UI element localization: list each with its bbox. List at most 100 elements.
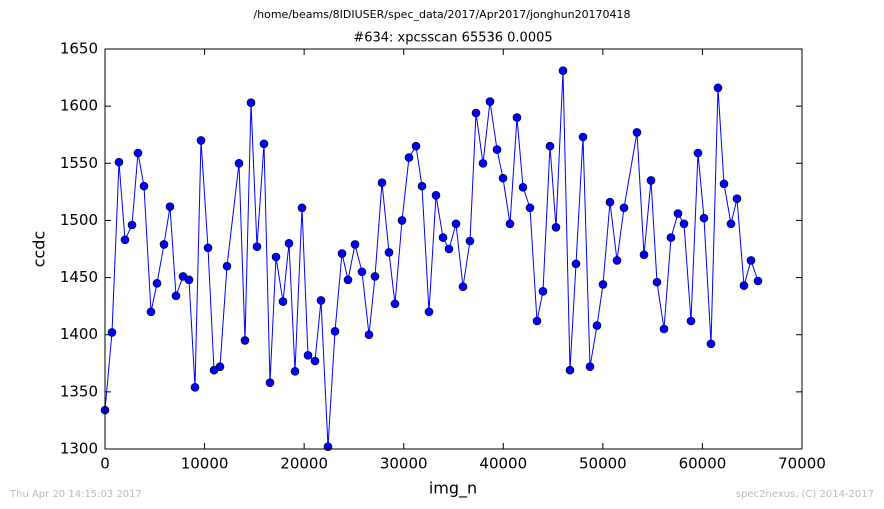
data-point [384, 248, 394, 257]
data-point [578, 132, 588, 142]
data-point [679, 219, 689, 229]
data-point [753, 276, 763, 286]
data-point [639, 250, 649, 260]
data-point [343, 275, 353, 285]
data-point [330, 326, 340, 336]
data-point [438, 233, 448, 242]
data-point [284, 238, 294, 248]
y-tick-label: 1650 [60, 40, 98, 58]
data-point [538, 286, 548, 296]
data-point [411, 141, 421, 151]
data-point [259, 139, 269, 149]
data-point [357, 267, 367, 277]
data-point [485, 97, 495, 106]
data-point [505, 219, 515, 229]
x-tick-label: 20000 [280, 455, 328, 473]
data-point [171, 291, 181, 301]
data-point [713, 83, 723, 93]
data-point [693, 148, 703, 158]
data-point [699, 213, 709, 223]
data-point [196, 136, 206, 145]
data-point [612, 256, 622, 265]
data-point [323, 442, 333, 452]
data-point [451, 219, 461, 229]
data-point [465, 236, 475, 246]
footer-right: spec2nexus, (C) 2014-2017 [736, 489, 874, 500]
data-point [551, 222, 561, 232]
data-point [271, 252, 281, 262]
data-point [571, 259, 581, 269]
x-axis-label: img_n [429, 479, 477, 499]
y-tick-label: 1350 [60, 382, 98, 400]
data-point [107, 328, 117, 337]
data-point [310, 356, 320, 366]
data-point [184, 275, 194, 285]
data-point [746, 256, 756, 265]
data-point [127, 220, 137, 230]
data-point [297, 203, 307, 213]
data-point [246, 98, 256, 108]
data-point [719, 179, 729, 189]
data-point [278, 297, 288, 306]
data-point [605, 197, 615, 207]
data-point [146, 307, 156, 317]
data-point [424, 307, 434, 317]
data-point [159, 240, 169, 249]
data-point [458, 282, 468, 292]
data-point [726, 219, 736, 229]
data-point [565, 365, 575, 375]
data-point [265, 378, 275, 388]
y-axis-label: ccdc [30, 231, 49, 268]
y-tick-label: 1450 [60, 268, 98, 286]
x-tick-label: 0 [100, 455, 110, 473]
data-point [558, 66, 568, 76]
suptitle: /home/beams/8IDIUSER/spec_data/2017/Apr2… [253, 8, 630, 21]
x-tick-label: 30000 [380, 455, 428, 473]
data-point [397, 216, 407, 225]
y-tick-label: 1500 [60, 211, 98, 229]
data-point [203, 243, 213, 253]
data-point [525, 203, 535, 213]
data-point [377, 178, 387, 188]
data-point [350, 240, 360, 249]
data-point [659, 324, 669, 334]
data-point [152, 278, 162, 288]
data-point [652, 277, 662, 287]
footer-left: Thu Apr 20 14:15:03 2017 [9, 489, 142, 500]
data-point [592, 321, 602, 330]
data-point [190, 382, 200, 392]
data-point [417, 181, 427, 191]
data-point [222, 261, 232, 271]
x-tick-label: 40000 [479, 455, 527, 473]
data-point [666, 233, 676, 242]
data-point [492, 145, 502, 154]
data-point [240, 336, 250, 345]
data-point [234, 158, 244, 168]
x-tick-label: 70000 [778, 455, 826, 473]
y-tick-label: 1400 [60, 325, 98, 343]
data-point [598, 280, 608, 289]
data-point [120, 235, 130, 245]
data-point [364, 330, 374, 340]
data-point [673, 209, 683, 218]
data-line [104, 70, 759, 447]
data-point [686, 316, 696, 326]
data-point [585, 362, 595, 372]
data-point [646, 176, 656, 185]
data-point [215, 362, 225, 372]
x-tick-label: 10000 [181, 455, 229, 473]
data-point [370, 272, 380, 281]
data-point [706, 339, 716, 349]
data-point [619, 203, 629, 213]
y-tick-label: 1300 [60, 440, 98, 458]
data-point [632, 128, 642, 137]
data-point [139, 181, 149, 191]
data-point [303, 350, 313, 360]
data-point [545, 141, 555, 151]
data-point [739, 281, 749, 290]
data-point [114, 157, 124, 167]
data-point [478, 158, 488, 168]
data-point [316, 296, 326, 305]
